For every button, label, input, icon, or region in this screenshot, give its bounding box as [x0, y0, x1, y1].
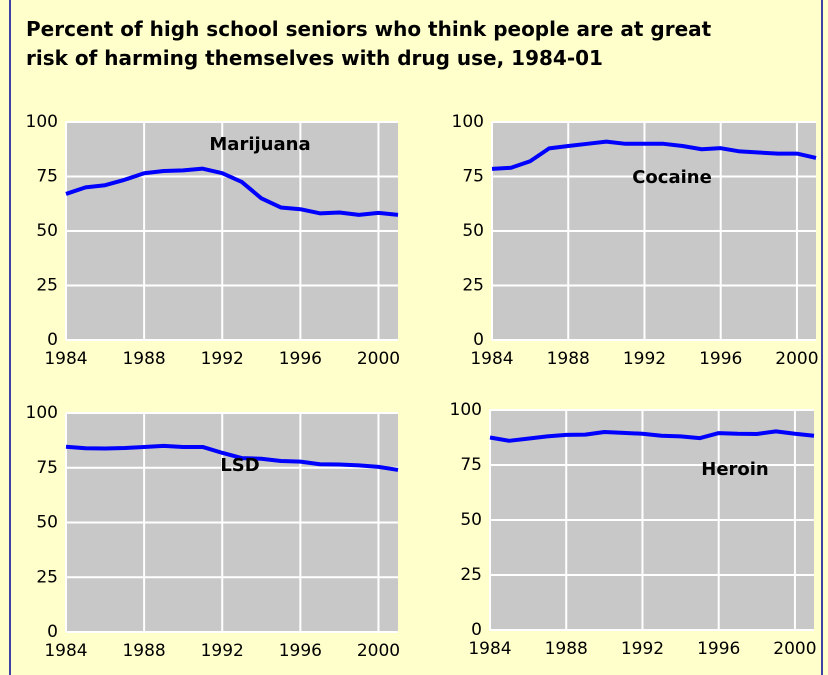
y-tick-label: 50	[36, 221, 58, 241]
y-tick-label: 75	[36, 167, 58, 187]
y-tick-label: 100	[26, 112, 58, 132]
x-tick-label: 1984	[44, 349, 87, 369]
series-line	[491, 139, 817, 171]
y-tick-label: 75	[460, 455, 482, 475]
x-tick-label: 1984	[468, 639, 511, 659]
y-tick-label: 100	[26, 403, 58, 423]
x-tick-label: 1996	[699, 349, 742, 369]
x-tick-label: 1996	[697, 639, 740, 659]
x-tick-label: 1988	[122, 349, 165, 369]
x-tick-label: 2000	[357, 641, 400, 661]
y-tick-label: 0	[471, 620, 482, 640]
y-tick-label: 75	[462, 167, 484, 187]
series-line	[489, 429, 815, 443]
chart-title: Percent of high school seniors who think…	[26, 17, 712, 70]
y-tick-label: 0	[473, 330, 484, 350]
x-tick-label: 1992	[623, 349, 666, 369]
x-tick-label: 1996	[279, 349, 322, 369]
x-tick-label: 1984	[44, 641, 87, 661]
y-tick-label: 100	[450, 400, 482, 420]
series-line	[65, 443, 399, 472]
x-tick-label: 2000	[775, 349, 818, 369]
series-label: Cocaine	[632, 167, 712, 188]
x-tick-label: 1992	[201, 349, 244, 369]
series-label: Heroin	[701, 459, 769, 480]
series-line	[65, 166, 399, 217]
y-tick-label: 0	[47, 330, 58, 350]
y-tick-label: 50	[36, 513, 58, 533]
x-tick-label: 1988	[547, 349, 590, 369]
x-tick-label: 1996	[279, 641, 322, 661]
x-tick-label: 1992	[201, 641, 244, 661]
y-tick-label: 25	[36, 276, 58, 296]
series-label: Marijuana	[209, 134, 310, 155]
y-tick-label: 50	[462, 221, 484, 241]
y-tick-label: 0	[47, 622, 58, 642]
y-tick-label: 25	[460, 565, 482, 585]
y-tick-label: 50	[460, 510, 482, 530]
x-tick-label: 1988	[545, 639, 588, 659]
y-tick-label: 75	[36, 458, 58, 478]
x-tick-label: 2000	[357, 349, 400, 369]
x-tick-label: 1988	[122, 641, 165, 661]
y-tick-label: 25	[462, 276, 484, 296]
series-label: LSD	[220, 455, 259, 476]
x-tick-label: 2000	[773, 639, 816, 659]
x-tick-label: 1984	[470, 349, 513, 369]
y-tick-label: 25	[36, 567, 58, 587]
x-tick-label: 1992	[621, 639, 664, 659]
y-tick-label: 100	[452, 112, 484, 132]
